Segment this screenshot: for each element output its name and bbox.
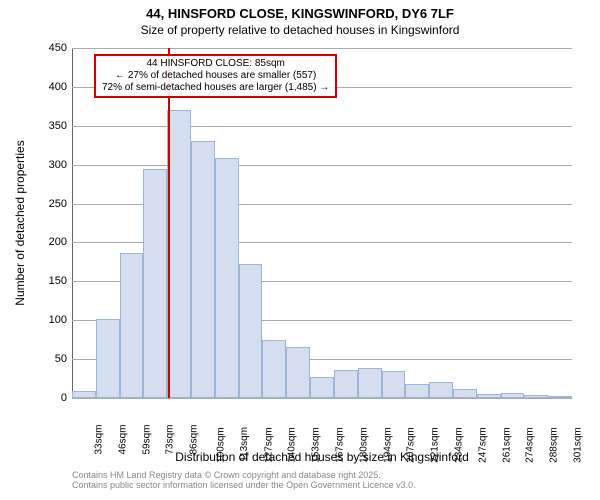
- grid-line: [72, 165, 572, 166]
- bar: [429, 382, 453, 398]
- y-tick-label: 0: [61, 392, 67, 404]
- bar: [310, 377, 334, 398]
- y-tick-label: 350: [49, 120, 67, 132]
- bar: [334, 370, 358, 398]
- bar: [96, 319, 120, 398]
- x-axis-label: Distribution of detached houses by size …: [72, 450, 572, 464]
- annotation-line1: 44 HINSFORD CLOSE: 85sqm: [102, 58, 329, 70]
- footer-line2: Contains public sector information licen…: [72, 480, 416, 490]
- bar: [191, 141, 215, 398]
- y-tick-label: 300: [49, 159, 67, 171]
- bar: [262, 340, 286, 398]
- bar: [72, 391, 96, 398]
- chart-container: 44, HINSFORD CLOSE, KINGSWINFORD, DY6 7L…: [0, 0, 600, 500]
- footer: Contains HM Land Registry data © Crown c…: [72, 470, 416, 490]
- chart-title: 44, HINSFORD CLOSE, KINGSWINFORD, DY6 7L…: [0, 0, 600, 21]
- bar: [524, 395, 548, 398]
- y-tick-label: 400: [49, 81, 67, 93]
- grid-line: [72, 48, 572, 49]
- y-tick-label: 200: [49, 236, 67, 248]
- marker-line: [168, 48, 170, 398]
- y-tick-label: 150: [49, 275, 67, 287]
- annotation-line3: 72% of semi-detached houses are larger (…: [102, 82, 329, 94]
- x-tick-label: 301sqm: [572, 427, 583, 463]
- bar: [548, 396, 572, 398]
- annotation-box: 44 HINSFORD CLOSE: 85sqm ← 27% of detach…: [94, 54, 337, 98]
- annotation-line2: ← 27% of detached houses are smaller (55…: [102, 70, 329, 82]
- bar: [239, 264, 263, 398]
- y-tick-label: 450: [49, 42, 67, 54]
- bar: [167, 110, 191, 398]
- bar: [120, 253, 144, 398]
- bar: [453, 389, 477, 398]
- bar: [405, 384, 429, 398]
- bar: [477, 394, 501, 398]
- y-tick-label: 100: [49, 314, 67, 326]
- grid-line: [72, 398, 572, 399]
- plot-area: 05010015020025030035040045033sqm46sqm59s…: [72, 48, 572, 398]
- bar: [143, 169, 167, 398]
- bar: [501, 393, 525, 398]
- bar: [286, 347, 310, 398]
- bar: [215, 158, 239, 398]
- bar: [358, 368, 382, 398]
- grid-line: [72, 126, 572, 127]
- y-axis-line: [72, 48, 73, 398]
- y-axis-label: Number of detached properties: [13, 140, 27, 305]
- bar: [382, 371, 406, 398]
- y-tick-label: 50: [55, 353, 67, 365]
- y-tick-label: 250: [49, 198, 67, 210]
- footer-line1: Contains HM Land Registry data © Crown c…: [72, 470, 416, 480]
- chart-subtitle: Size of property relative to detached ho…: [0, 23, 600, 37]
